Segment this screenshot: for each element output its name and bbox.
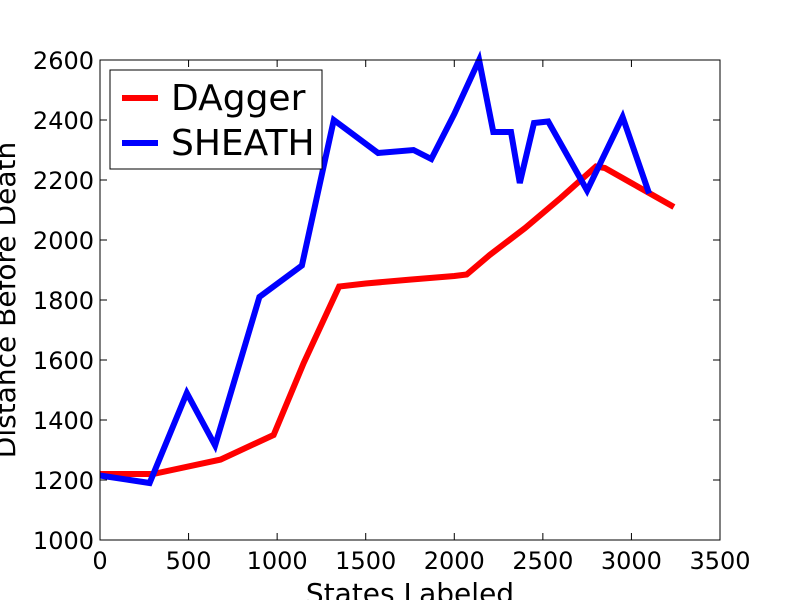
series-line-dagger xyxy=(100,163,676,477)
y-tick-label: 2400 xyxy=(33,107,94,135)
ticks-layer: 0 500 1000 1500 2000 2500 3000 3500 1000 1200 1400… xyxy=(33,47,751,575)
x-tick-label: 3000 xyxy=(601,547,662,575)
x-tick-label: 0 xyxy=(92,547,107,575)
legend-label-dagger: DAgger xyxy=(171,78,306,119)
x-axis-title: States Labeled xyxy=(306,577,514,600)
x-tick-label: 3500 xyxy=(689,547,750,575)
y-tick-label: 1200 xyxy=(33,467,94,495)
legend: DAgger SHEATH xyxy=(109,69,323,170)
x-tick-label: 2000 xyxy=(424,547,485,575)
y-tick-label: 2000 xyxy=(33,227,94,255)
x-tick-label: 1500 xyxy=(335,547,396,575)
x-tick-label: 1000 xyxy=(247,547,308,575)
y-axis-title: Distance Before Death xyxy=(0,142,22,458)
y-tick-label: 1400 xyxy=(33,407,94,435)
x-tick-label: 500 xyxy=(166,547,212,575)
series-line-sheath xyxy=(99,50,652,487)
series-layer xyxy=(99,50,676,487)
y-tick-label: 1600 xyxy=(33,347,94,375)
y-tick-label: 1800 xyxy=(33,287,94,315)
y-tick-label: 2200 xyxy=(33,167,94,195)
legend-box xyxy=(109,69,323,170)
y-tick-label: 2600 xyxy=(33,47,94,75)
x-tick-label: 2500 xyxy=(512,547,573,575)
legend-label-sheath: SHEATH xyxy=(171,123,315,164)
y-tick-label: 1000 xyxy=(33,527,94,555)
